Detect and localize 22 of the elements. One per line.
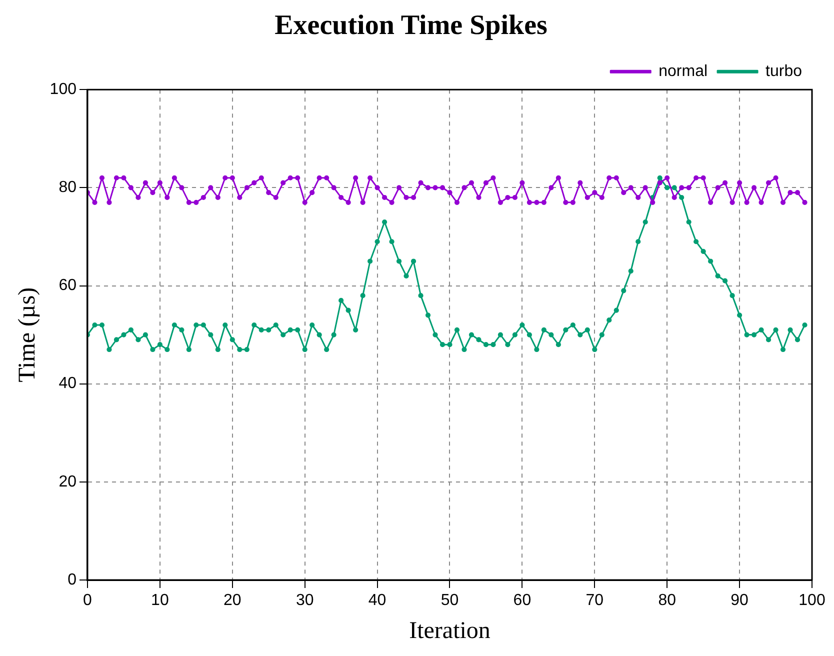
- y-tick-label: 20: [58, 473, 77, 490]
- y-tick-label: 0: [68, 571, 77, 588]
- chart-title: Execution Time Spikes: [274, 10, 548, 42]
- x-tick-label: 40: [368, 592, 386, 610]
- x-tick-label: 20: [224, 592, 242, 610]
- y-tick-label: 100: [50, 81, 77, 98]
- x-tick-label: 70: [586, 592, 604, 610]
- y-axis-title: Time (µs): [14, 287, 41, 382]
- y-tick-label: 40: [58, 375, 77, 392]
- y-tick-label: 80: [58, 179, 77, 196]
- x-tick-label: 30: [296, 592, 314, 610]
- x-tick-label: 80: [658, 592, 676, 610]
- x-tick-label: 90: [730, 592, 749, 610]
- legend-label: turbo: [766, 63, 802, 80]
- x-tick-label: 50: [440, 592, 459, 610]
- legend-label: normal: [658, 63, 708, 80]
- x-axis-title: Iteration: [409, 618, 490, 644]
- y-tick-label: 60: [58, 277, 77, 294]
- x-tick-label: 0: [83, 592, 92, 610]
- x-tick-label: 100: [798, 592, 826, 610]
- x-tick-label: 10: [151, 592, 169, 610]
- x-tick-label: 60: [513, 592, 532, 610]
